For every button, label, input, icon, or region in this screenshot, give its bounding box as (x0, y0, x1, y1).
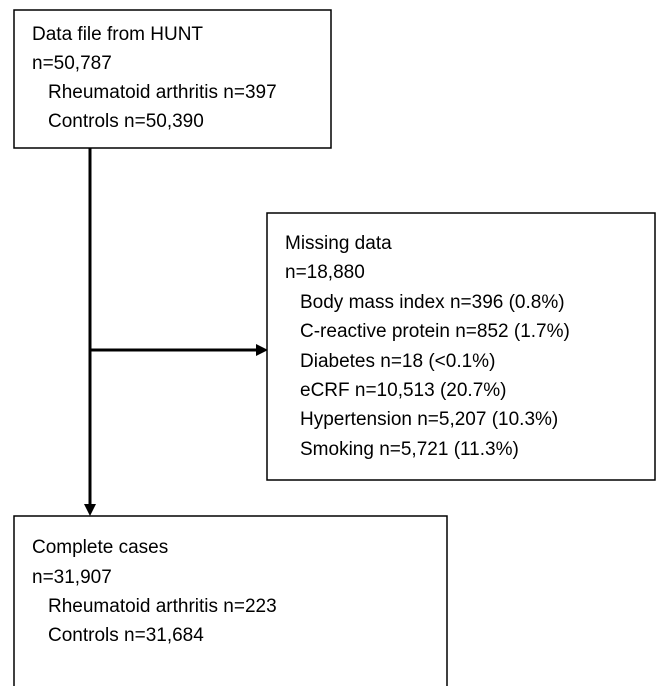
box (13, 9, 332, 149)
box-item: C-reactive protein n=852 (1.7%) (300, 321, 570, 342)
box-title: Complete cases (32, 537, 168, 558)
box (266, 212, 656, 481)
box (13, 515, 448, 686)
box-item: Hypertension n=5,207 (10.3%) (300, 409, 558, 430)
arrow-head (256, 344, 268, 356)
box-count: n=18,880 (285, 262, 365, 283)
box-item: Body mass index n=396 (0.8%) (300, 292, 565, 313)
box-count: n=31,907 (32, 567, 112, 588)
box-item: Diabetes n=18 (<0.1%) (300, 351, 495, 372)
box-item: Controls n=50,390 (48, 111, 204, 132)
arrow-head (84, 504, 96, 516)
box-count: n=50,787 (32, 53, 112, 74)
box-item: Rheumatoid arthritis n=397 (48, 82, 277, 103)
box-item: Controls n=31,684 (48, 625, 204, 646)
box-item: Rheumatoid arthritis n=223 (48, 596, 277, 617)
box-title: Missing data (285, 233, 392, 254)
box-item: Smoking n=5,721 (11.3%) (300, 439, 519, 460)
box-title: Data file from HUNT (32, 24, 203, 45)
box-item: eCRF n=10,513 (20.7%) (300, 380, 506, 401)
